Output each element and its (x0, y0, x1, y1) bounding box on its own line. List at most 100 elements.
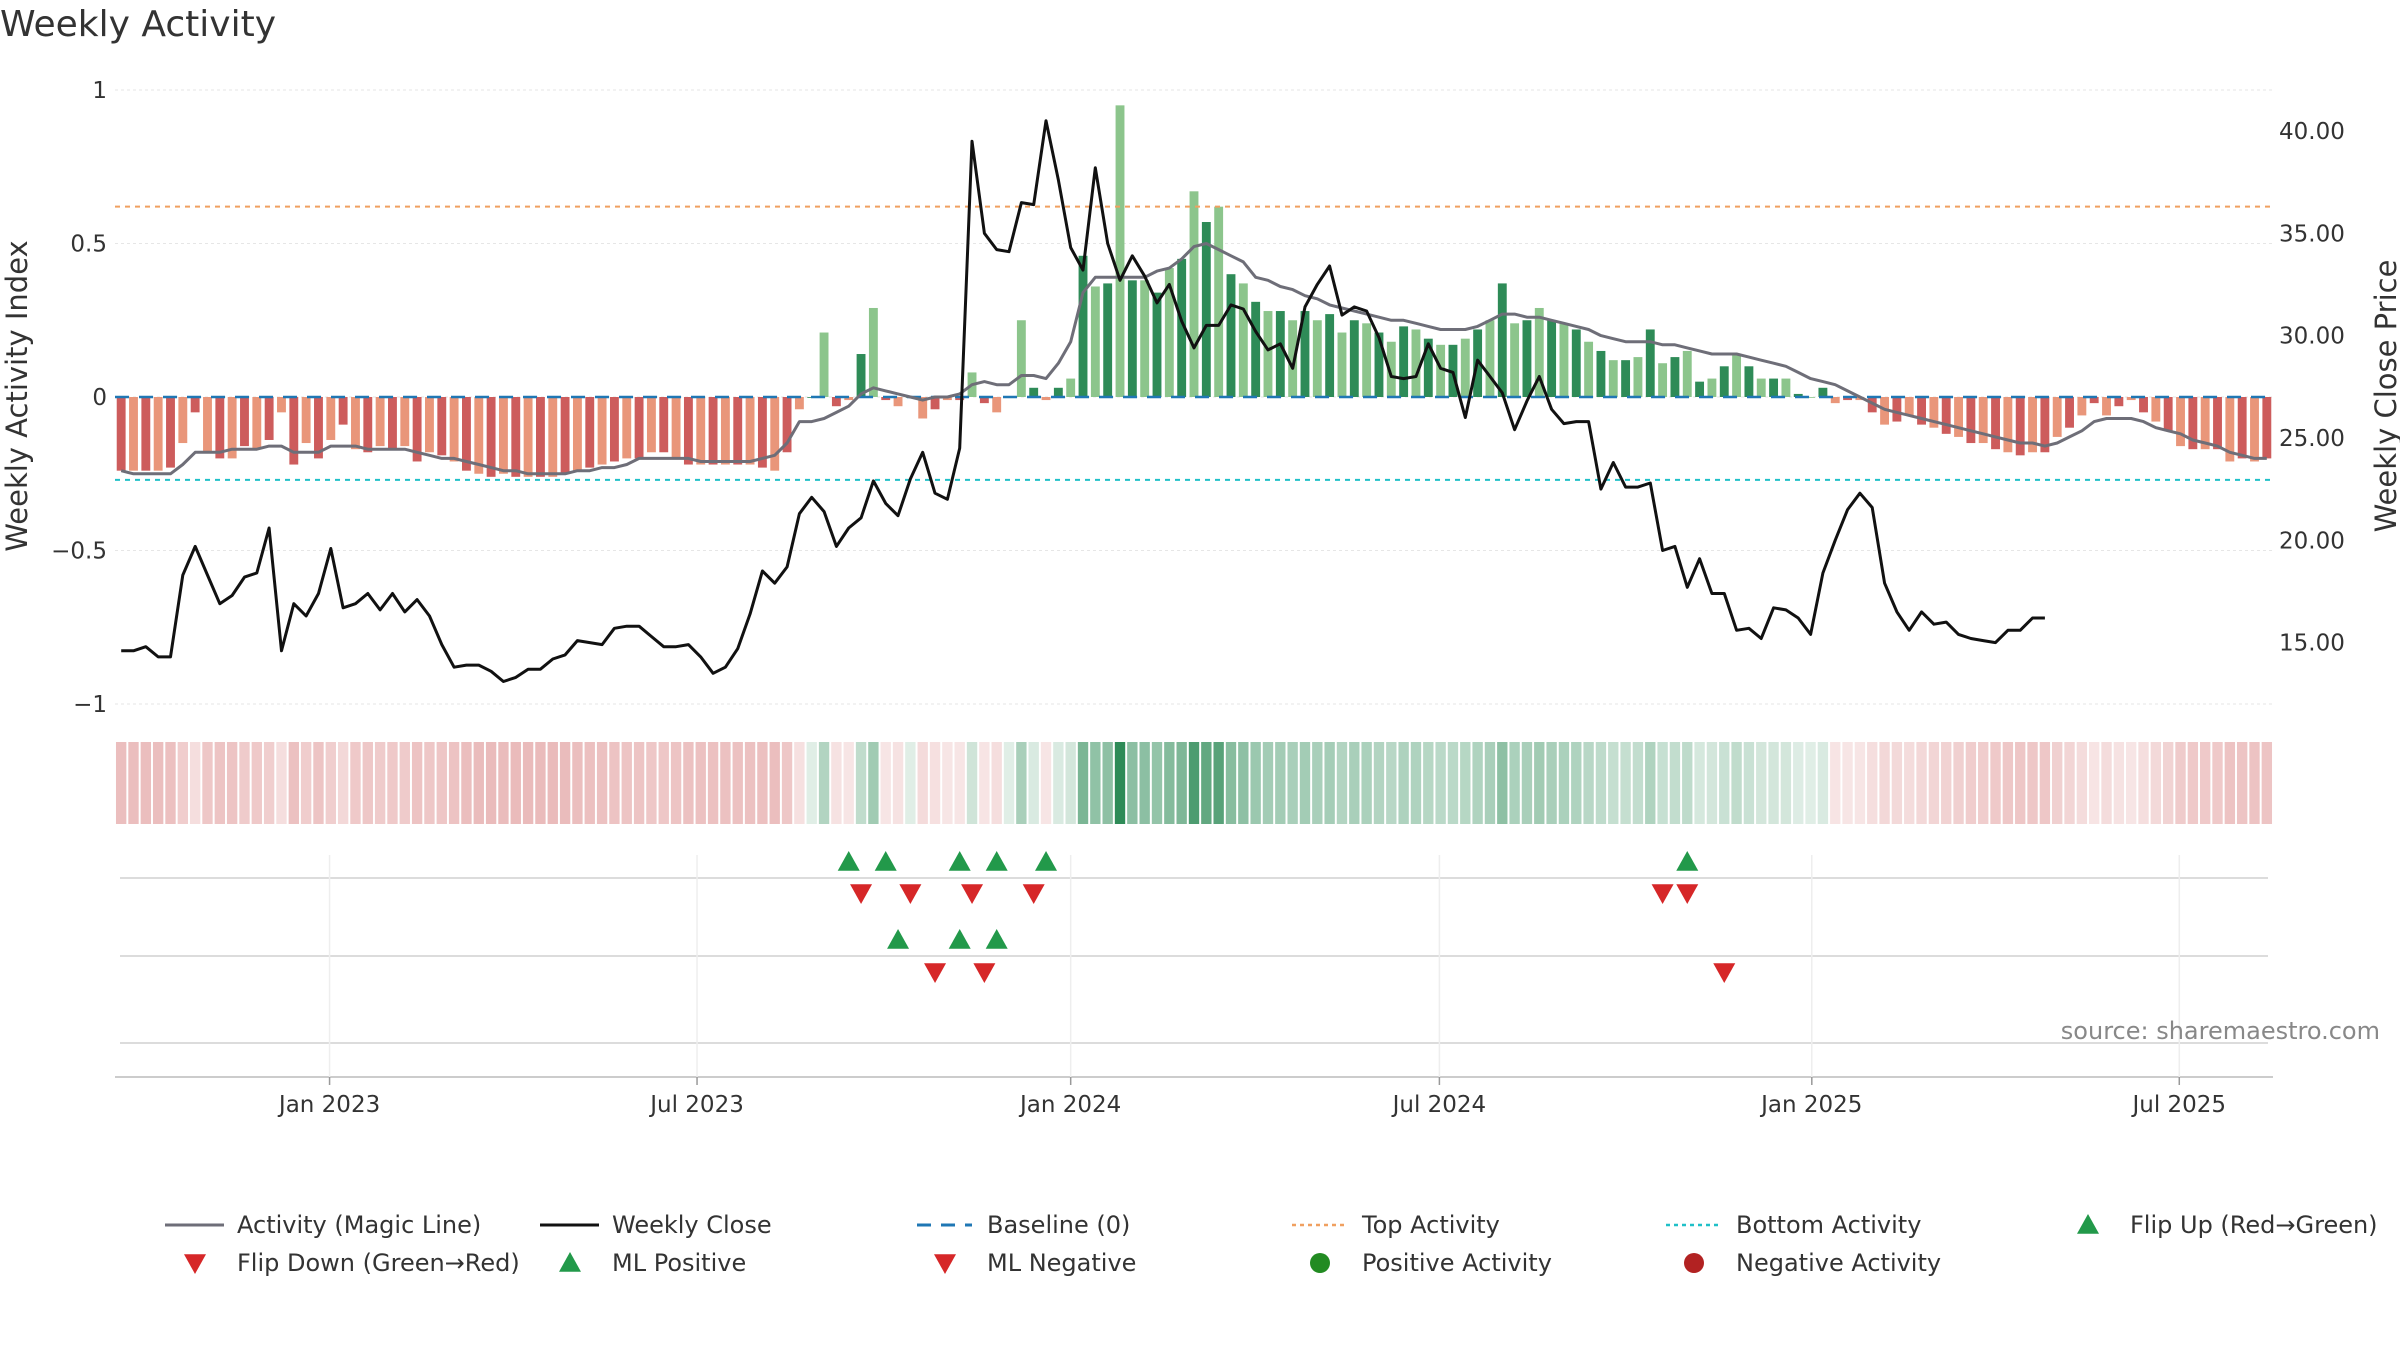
heat-cell (584, 742, 595, 824)
heat-cell (1410, 742, 1422, 824)
heat-cell (1965, 742, 1977, 824)
flip-up-marker (1676, 851, 1699, 871)
activity-bar (1115, 105, 1125, 397)
heat-cell (1879, 742, 1890, 824)
activity-bar (1078, 255, 1088, 397)
heat-cell (1016, 742, 1027, 824)
activity-bar (1843, 397, 1853, 401)
activity-bar (1744, 366, 1754, 397)
activity-bar (1362, 323, 1372, 397)
activity-bar (955, 397, 965, 401)
activity-bar (757, 397, 767, 468)
activity-bar (178, 397, 188, 444)
source-label: source: sharemaestro.com (2061, 1017, 2380, 1045)
activity-bar (1214, 206, 1224, 397)
magic-line (120, 242, 2267, 476)
activity-bar (1337, 332, 1347, 397)
heat-cell (498, 742, 509, 824)
activity-bar (2028, 397, 2037, 453)
activity-bar (363, 397, 373, 453)
heat-cell (979, 742, 990, 824)
activity-bar (659, 397, 669, 453)
activity-bar (166, 397, 175, 468)
heat-cell (1423, 742, 1434, 824)
heat-cell (1731, 742, 1742, 824)
y-left-tick-label: 1 (92, 78, 107, 104)
activity-bar (844, 397, 854, 401)
activity-bar (1633, 357, 1643, 397)
heat-cell (325, 742, 336, 824)
heat-cell (2027, 742, 2038, 824)
heat-cell (633, 742, 645, 824)
flip-up-marker (874, 851, 897, 871)
heat-cell (621, 742, 632, 824)
heat-cell (1201, 742, 1212, 824)
activity-bar (289, 397, 299, 465)
heat-cell (1102, 742, 1113, 824)
heat-cell (1398, 742, 1409, 824)
heat-cell (695, 742, 706, 824)
activity-bar (388, 397, 397, 450)
heat-cell (1077, 742, 1089, 824)
heat-cell (1694, 742, 1705, 824)
activity-bar (486, 397, 496, 477)
activity-bar (1966, 397, 1976, 444)
series-lines (120, 119, 2267, 683)
heat-cell (2249, 742, 2260, 824)
heat-cell (1990, 742, 2001, 824)
activity-bar (770, 397, 780, 471)
heat-cell (1114, 742, 1126, 824)
heat-cell (547, 742, 558, 824)
heat-cell (1842, 742, 1853, 824)
ml-positive-marker (948, 929, 971, 949)
activity-bar (1707, 378, 1717, 397)
heat-cell (1349, 742, 1360, 824)
heat-cell (337, 742, 349, 824)
activity-bar (1288, 320, 1298, 397)
activity-bar (597, 397, 607, 465)
flip-down-marker (961, 884, 984, 904)
activity-bar (437, 397, 447, 456)
activity-bar (942, 397, 952, 401)
activity-bar (1695, 381, 1705, 397)
activity-bar (1682, 350, 1692, 397)
activity-bar (1312, 320, 1322, 397)
flip-down-marker (1022, 884, 1045, 904)
activity-bar (1818, 387, 1828, 397)
activity-bar (1041, 397, 1051, 401)
activity-bar (733, 397, 743, 465)
heat-cell (1213, 742, 1224, 824)
ml-negative-marker (973, 963, 996, 983)
heat-cell (1941, 742, 1952, 824)
activity-bar (1534, 307, 1544, 397)
heat-cell (818, 742, 830, 824)
heat-cell (1608, 742, 1619, 824)
activity-bar (1510, 323, 1520, 397)
activity-bar (2077, 397, 2087, 416)
activity-bar (1090, 286, 1100, 397)
activity-bar (227, 397, 237, 459)
heat-cell (1669, 742, 1681, 824)
activity-bar (203, 397, 212, 453)
heat-cell (1534, 742, 1545, 824)
heat-cell (1028, 742, 1039, 824)
heat-cell (954, 742, 965, 824)
heat-cell (781, 742, 793, 824)
activity-bar (1103, 283, 1113, 397)
heat-cell (843, 742, 854, 824)
heat-cell (1645, 742, 1656, 824)
legend-label: Flip Down (Green→Red) (237, 1249, 520, 1277)
heat-cell (646, 742, 657, 824)
heat-cell (1065, 742, 1076, 824)
activity-bar (1732, 354, 1742, 397)
heat-cell (1435, 742, 1446, 824)
heat-cell (214, 742, 225, 824)
heat-cell (707, 742, 719, 824)
activity-bar (153, 397, 163, 471)
heat-cell (1706, 742, 1718, 824)
heat-cell (1127, 742, 1138, 824)
heat-cell (2052, 742, 2063, 824)
y-axis-right-label: Weekly Close Price (2369, 260, 2400, 533)
legend-label: Bottom Activity (1736, 1211, 1921, 1239)
heat-cell (991, 742, 1002, 824)
